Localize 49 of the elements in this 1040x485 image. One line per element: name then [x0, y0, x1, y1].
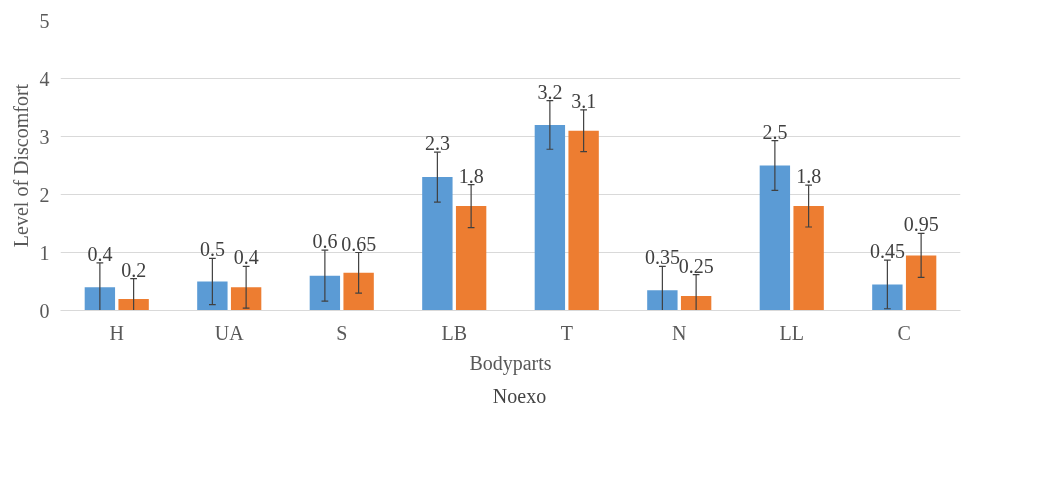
bar	[872, 284, 903, 311]
bar	[422, 177, 453, 311]
bar	[343, 272, 374, 311]
x-tick-label: UA	[214, 321, 245, 344]
y-tick-label: 0	[39, 299, 50, 322]
data-label: 2.3	[424, 132, 450, 155]
data-label: 0.6	[312, 230, 338, 253]
y-tick-label: 2	[39, 183, 50, 206]
x-axis-title: Bodyparts	[469, 351, 552, 375]
bar	[84, 287, 116, 311]
data-label: 0.2	[121, 258, 147, 281]
bar	[455, 206, 487, 311]
bar	[534, 124, 566, 311]
bar	[230, 287, 262, 311]
y-tick-label: 5	[39, 9, 50, 32]
bar	[309, 275, 341, 311]
bar	[680, 296, 712, 311]
data-label: 0.35	[644, 246, 680, 269]
x-tick-label: T	[560, 321, 573, 344]
data-label: 0.25	[678, 254, 714, 277]
data-label: 0.95	[903, 213, 939, 236]
data-label: 1.8	[458, 164, 484, 187]
bar	[197, 281, 228, 311]
data-label: 0.4	[233, 246, 259, 269]
data-label: 3.1	[571, 89, 597, 112]
data-label: 0.45	[869, 240, 905, 263]
bar	[793, 206, 824, 311]
data-label: 0.4	[87, 242, 113, 265]
data-label: 0.65	[341, 232, 377, 255]
y-tick-label: 1	[39, 241, 50, 264]
data-label: 0.5	[199, 238, 225, 261]
x-tick-label: S	[336, 321, 348, 344]
x-tick-label: LB	[441, 321, 468, 344]
data-label: 3.2	[537, 80, 563, 103]
bar	[759, 165, 791, 311]
x-tick-label: LL	[779, 321, 804, 344]
bar	[647, 290, 678, 311]
data-label: 1.8	[796, 165, 822, 188]
x-tick-label: N	[672, 321, 687, 344]
y-tick-label: 3	[39, 125, 50, 148]
y-axis-title: Level of Discomfort	[9, 83, 32, 248]
y-tick-label: 4	[39, 67, 50, 90]
bar	[568, 130, 599, 311]
bar	[905, 255, 937, 311]
x-tick-label: H	[109, 321, 124, 344]
x-tick-label: C	[897, 321, 911, 344]
text: Noexo	[492, 384, 547, 408]
bar	[118, 298, 149, 311]
data-label: 2.5	[762, 120, 788, 143]
